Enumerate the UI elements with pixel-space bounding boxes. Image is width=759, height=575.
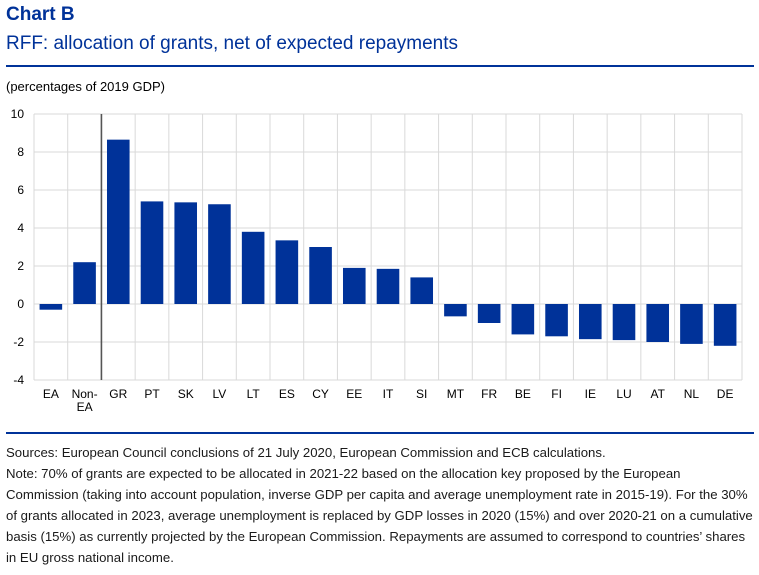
x-tick-label: EA xyxy=(43,387,59,401)
units-label: (percentages of 2019 GDP) xyxy=(6,79,165,94)
x-tick-label: EE xyxy=(346,387,362,401)
x-tick-label: SK xyxy=(178,387,194,401)
bar-gr xyxy=(106,139,130,304)
x-tick-label: ES xyxy=(279,387,295,401)
x-axis-ticks: EA Non-EA GR PT SK LV LT ES CY EE IT SI MT FR BE FI IE LU… xyxy=(43,387,734,414)
bar-fr xyxy=(477,304,501,323)
bar-nl xyxy=(680,304,703,344)
x-tick-label: FI xyxy=(551,387,562,401)
bar-de xyxy=(713,304,737,346)
bar-it xyxy=(376,268,400,304)
bars xyxy=(39,139,737,346)
y-tick-label: 2 xyxy=(17,259,24,273)
bar-fi xyxy=(545,304,568,337)
y-tick-label: 8 xyxy=(17,145,24,159)
sources-text: Sources: European Council conclusions of… xyxy=(6,445,606,460)
y-axis-ticks: -4 -2 0 2 4 6 8 10 xyxy=(11,107,25,387)
bar-ee xyxy=(342,267,366,304)
y-tick-label: 6 xyxy=(17,183,24,197)
bar-chart: -4 -2 0 2 4 6 8 10 EA Non-EA GR PT SK LV LT ES CY EE IT SI… xyxy=(11,107,743,414)
x-tick-label: MT xyxy=(447,387,465,401)
x-tick-label: Non-EA xyxy=(72,387,98,414)
bar-sk xyxy=(174,202,198,304)
bar-at xyxy=(646,304,670,342)
x-tick-label: AT xyxy=(650,387,665,401)
x-tick-label: LU xyxy=(616,387,631,401)
x-tick-label: IE xyxy=(585,387,596,401)
y-tick-label: 4 xyxy=(17,221,24,235)
x-tick-label: PT xyxy=(144,387,160,401)
chart-title: RFF: allocation of grants, net of expect… xyxy=(6,33,459,54)
note-text: Note: 70% of grants are expected to be a… xyxy=(6,466,753,565)
y-tick-label: 0 xyxy=(17,297,24,311)
bar-ea xyxy=(39,304,63,310)
y-tick-label: -2 xyxy=(13,335,24,349)
bar-mt xyxy=(444,304,467,317)
x-tick-label: DE xyxy=(717,387,734,401)
bar-lu xyxy=(612,304,636,341)
bar-be xyxy=(511,304,535,335)
x-tick-label: IT xyxy=(383,387,394,401)
x-tick-label: BE xyxy=(515,387,531,401)
x-tick-label: LT xyxy=(247,387,261,401)
grid-lines xyxy=(33,113,743,381)
bar-nonea xyxy=(73,262,96,304)
bar-es xyxy=(275,240,299,304)
y-tick-label: -4 xyxy=(13,373,24,387)
x-tick-label: NL xyxy=(684,387,700,401)
bar-si xyxy=(410,277,434,304)
x-tick-label: SI xyxy=(416,387,427,401)
bar-lt xyxy=(241,231,265,304)
y-tick-label: 10 xyxy=(11,107,25,121)
bottom-rule xyxy=(6,432,754,434)
footer: Sources: European Council conclusions of… xyxy=(6,442,754,568)
bar-cy xyxy=(309,247,332,304)
bar-lv xyxy=(208,204,231,304)
x-tick-label: LV xyxy=(213,387,227,401)
chart-label: Chart B xyxy=(6,4,75,25)
x-tick-label: FR xyxy=(481,387,497,401)
x-tick-label: GR xyxy=(109,387,127,401)
x-tick-label: CY xyxy=(312,387,329,401)
bar-pt xyxy=(140,201,164,304)
bar-ie xyxy=(578,304,602,340)
top-rule xyxy=(6,65,754,67)
